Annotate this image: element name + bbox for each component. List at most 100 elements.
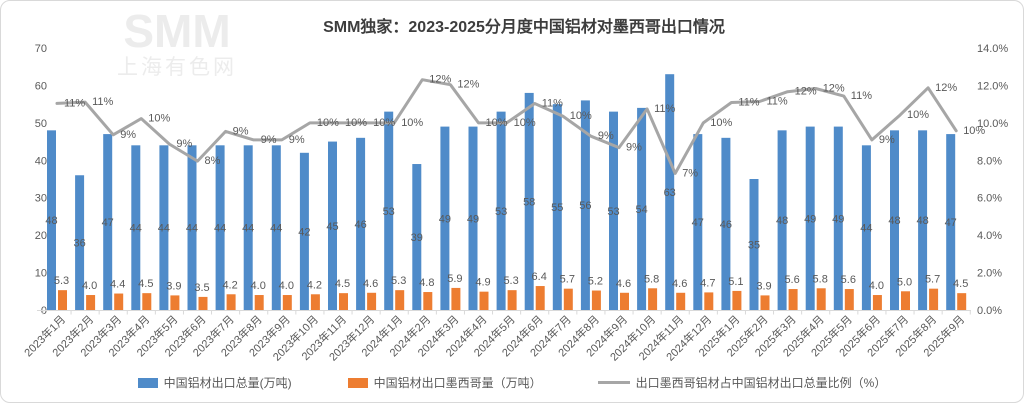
- bar-total: [721, 137, 731, 310]
- bar-total-label: 44: [860, 223, 872, 235]
- share-percent-label: 11%: [767, 95, 788, 107]
- bar-mexico: [676, 292, 686, 310]
- right-axis-labels: 0.0% 2.0% 4.0% 6.0% 8.0% 10.0% 12.0% 14.0%: [977, 43, 1008, 317]
- bar-mexico: [86, 295, 96, 310]
- bar-mexico: [535, 286, 545, 310]
- share-percent-label: 10%: [373, 117, 395, 129]
- right-axis-tick-label: 6.0%: [977, 193, 1002, 205]
- bar-mexico-label: 5.9: [447, 273, 462, 285]
- left-axis-tick-label: 10: [35, 268, 47, 280]
- bar-total-label: 48: [776, 215, 788, 227]
- bar-total: [384, 111, 394, 310]
- bar-total-label: 49: [467, 213, 479, 225]
- smm-logo-subtitle: 上海有色网: [117, 56, 237, 80]
- bar-total: [749, 179, 759, 310]
- bar-total: [693, 134, 703, 310]
- bar-total: [103, 134, 113, 310]
- bar-total: [918, 130, 928, 310]
- share-percent-label: 10%: [907, 109, 929, 121]
- bar-total-label: 56: [579, 200, 591, 212]
- chart-title: SMM独家：2023-2025分月度中国铝材对墨西哥出口情况: [323, 19, 725, 36]
- bar-mexico-label: 5.6: [784, 274, 799, 286]
- share-percent-label: 9%: [261, 134, 277, 146]
- bar-total-label: 44: [214, 223, 226, 235]
- bar-total: [833, 126, 843, 310]
- bar-mexico-label: 4.0: [869, 280, 884, 292]
- bar-mexico-label: 4.2: [307, 279, 322, 291]
- share-percent-label: 11%: [542, 97, 563, 109]
- share-percent-label: 10%: [345, 117, 367, 129]
- bar-total: [131, 145, 141, 310]
- left-axis-tick-label: 50: [35, 118, 47, 130]
- share-percent-label: 11%: [92, 96, 113, 108]
- right-axis-tick-label: 12.0%: [977, 80, 1008, 92]
- legend-swatch-share-line: [597, 381, 630, 384]
- bar-mexico: [58, 290, 67, 310]
- bar-mexico: [367, 292, 377, 310]
- bar-total: [243, 145, 253, 310]
- bar-mexico-label: 5.6: [841, 274, 856, 286]
- bar-mexico-label: 4.6: [363, 278, 378, 290]
- bar-mexico: [816, 288, 826, 310]
- bar-total: [412, 164, 422, 310]
- share-percent-label: 10%: [486, 117, 508, 129]
- bar-total-label: 44: [158, 223, 170, 235]
- bar-mexico: [395, 290, 405, 310]
- x-axis: [37, 310, 971, 315]
- bar-total: [271, 145, 281, 310]
- bar-total-label: 39: [411, 232, 423, 244]
- bar-mexico: [282, 295, 292, 310]
- bar-mexico: [648, 288, 658, 310]
- left-axis-labels: 010203040506070: [35, 43, 47, 317]
- bar-total: [299, 152, 309, 310]
- bar-mexico: [732, 290, 742, 310]
- right-axis-tick-label: 4.0%: [977, 230, 1002, 242]
- chart-legend: 中国铝材出口总量(万吨) 中国铝材出口墨西哥量（万吨） 出口墨西哥铝材占中国铝材…: [1, 374, 1023, 391]
- bar-total-label: 49: [832, 213, 844, 225]
- share-percent-label: 12%: [795, 86, 817, 98]
- bar-total: [946, 134, 956, 310]
- labels-share: 11% 11% 9% 10% 9% 8% 9% 9% 9% 10% 10% 10% 10% 12% 12% 1…: [64, 74, 985, 180]
- left-axis-tick-label: 20: [35, 230, 47, 242]
- bar-mexico-label: 5.2: [588, 276, 603, 288]
- bar-mexico: [844, 289, 854, 310]
- bar-total-label: 45: [326, 221, 338, 233]
- bar-mexico: [901, 291, 910, 310]
- bar-mexico-label: 4.0: [279, 280, 294, 292]
- bar-total-label: 44: [242, 223, 254, 235]
- bar-total: [524, 92, 534, 311]
- x-axis-category-labels: 2023年1月2023年2月2023年3月2023年4月2023年5月2023年…: [21, 312, 967, 363]
- bar-mexico-label: 4.4: [110, 279, 125, 291]
- bar-mexico-label: 5.7: [925, 274, 940, 286]
- bar-mexico-label: 4.5: [335, 278, 350, 290]
- share-percent-label: 9%: [233, 125, 249, 137]
- bar-mexico-label: 4.7: [700, 277, 715, 289]
- labels-mexico: 5.3 4.0 4.4 4.5 3.9 3.5 4.2 4.0 4.0 4.2 4.5 4.6 5.3 4…: [54, 271, 968, 294]
- share-percent-label: 12%: [457, 79, 479, 91]
- right-axis-tick-label: 0.0%: [977, 305, 1002, 317]
- legend-label-share: 出口墨西哥铝材占中国铝材出口总量比例（%）: [635, 376, 887, 390]
- bar-total-label: 54: [635, 204, 647, 216]
- bar-total-label: 49: [439, 213, 451, 225]
- bar-mexico-label: 4.6: [672, 278, 687, 290]
- bar-mexico-label: 4.5: [138, 278, 153, 290]
- bar-total-label: 36: [73, 238, 85, 250]
- left-axis-tick-label: 60: [35, 80, 47, 92]
- bar-mexico: [957, 293, 967, 310]
- bar-total: [187, 145, 197, 310]
- share-line: [55, 78, 958, 175]
- share-percent-label: 11%: [851, 90, 872, 102]
- bar-mexico: [620, 292, 629, 310]
- share-percent-label: 12%: [823, 82, 845, 94]
- right-axis-tick-label: 8.0%: [977, 155, 1002, 167]
- bar-mexico-label: 5.7: [560, 274, 575, 286]
- share-percent-label: 10%: [148, 113, 170, 125]
- bar-total-label: 53: [383, 206, 395, 218]
- bar-total-label: 49: [804, 213, 816, 225]
- share-percent-label: 9%: [626, 142, 642, 154]
- bar-mexico-label: 5.3: [54, 275, 69, 287]
- bar-total-label: 47: [692, 217, 704, 229]
- bar-mexico: [479, 291, 489, 310]
- legend-item-share: 出口墨西哥铝材占中国铝材出口总量比例（%）: [597, 374, 887, 391]
